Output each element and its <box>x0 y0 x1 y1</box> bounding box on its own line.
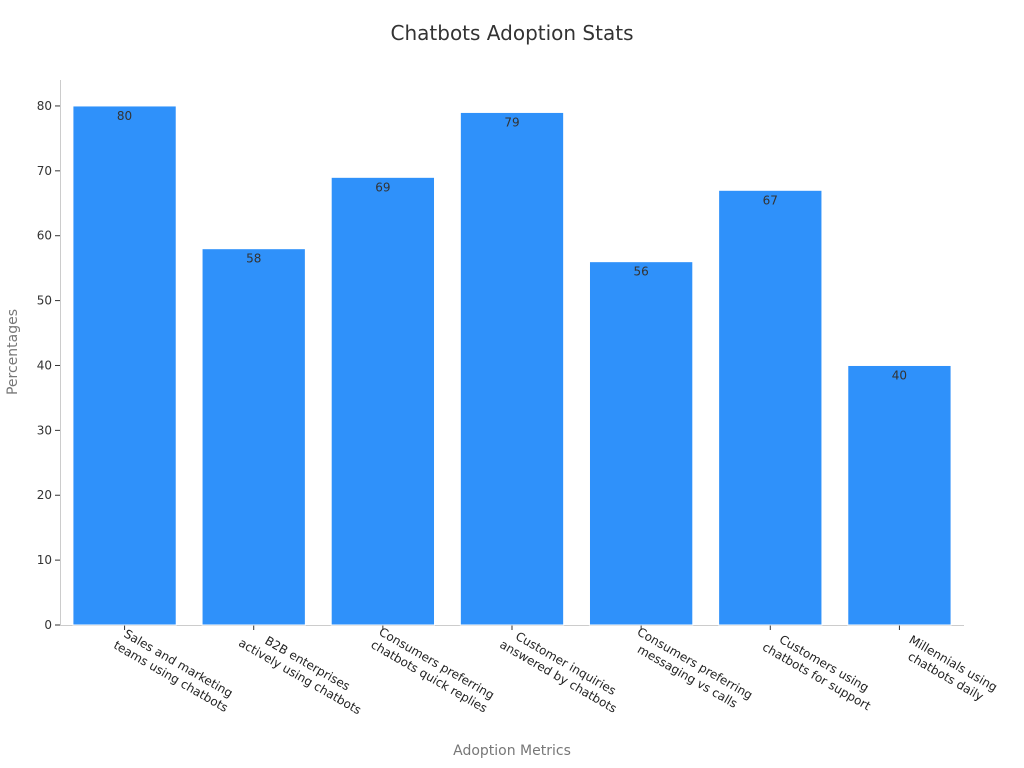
bars <box>72 105 952 626</box>
data-labels: 80 58 69 79 56 67 40 <box>117 109 907 383</box>
y-tick-label: 80 <box>37 99 52 113</box>
data-label: 79 <box>504 115 519 129</box>
bar <box>459 111 565 626</box>
y-tick-label: 20 <box>37 488 52 502</box>
bar <box>72 105 177 626</box>
bar <box>330 176 436 626</box>
y-tick-label: 0 <box>44 618 52 632</box>
x-axis-title: Adoption Metrics <box>453 743 571 759</box>
bar <box>718 189 823 626</box>
y-ticks: 0 10 20 30 40 50 60 70 80 <box>37 99 60 632</box>
y-tick-label: 10 <box>37 553 52 567</box>
x-ticks: Sales and marketingteams using chatbots B… <box>111 623 1000 718</box>
y-tick-label: 30 <box>37 423 52 437</box>
x-tick-label: Millennials usingchatbots daily <box>899 633 1000 708</box>
data-label: 80 <box>117 109 132 123</box>
bar <box>847 364 952 626</box>
x-tick-label: Consumers preferringchatbots quick repli… <box>368 624 497 715</box>
data-label: 56 <box>634 265 649 279</box>
y-tick-label: 70 <box>37 164 52 178</box>
chart-title: Chatbots Adoption Stats <box>391 21 634 45</box>
y-axis-title: Percentages <box>5 309 21 395</box>
x-tick-label: Customers usingchatbots for support <box>760 627 881 713</box>
x-tick-label: Consumers preferringmessaging vs calls <box>627 625 755 715</box>
bar <box>588 261 694 626</box>
data-label: 69 <box>375 180 390 194</box>
y-tick-label: 60 <box>37 229 52 243</box>
y-tick-label: 50 <box>37 294 52 308</box>
data-label: 40 <box>892 368 907 382</box>
x-tick-label: Customer inquiriesanswered by chatbots <box>497 624 626 715</box>
data-label: 67 <box>763 193 778 207</box>
x-axis: Sales and marketingteams using chatbots B… <box>60 623 1000 718</box>
x-tick-label: Sales and marketingteams using chatbots <box>111 625 238 715</box>
bar <box>201 248 306 626</box>
x-tick-label: B2B enterprisesactively using chatbots <box>236 623 371 718</box>
data-label: 58 <box>246 252 261 266</box>
y-axis: 0 10 20 30 40 50 60 70 80 <box>37 80 61 632</box>
y-tick-label: 40 <box>37 358 52 372</box>
